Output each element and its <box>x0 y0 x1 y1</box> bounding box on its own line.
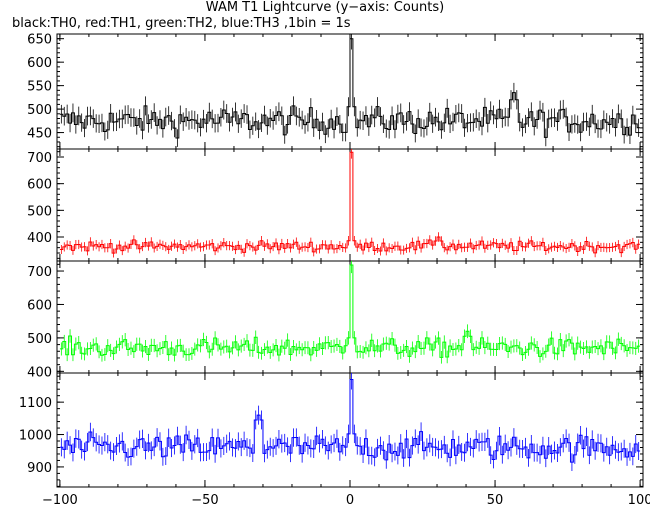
y-tick-label: 450 <box>27 127 52 142</box>
y-tick-label: 900 <box>27 461 52 476</box>
lightcurve-th0 <box>59 38 641 139</box>
x-tick-label: −50 <box>191 493 218 505</box>
y-tick-label: 400 <box>27 365 52 380</box>
x-tick-label: 100 <box>628 493 650 505</box>
y-tick-label: 500 <box>27 103 52 118</box>
y-tick-label: 1000 <box>19 429 52 444</box>
lightcurve-th3 <box>59 378 641 463</box>
x-tick-label: 0 <box>346 493 354 505</box>
lightcurve-th1 <box>59 151 641 254</box>
y-tick-label: 400 <box>27 231 52 246</box>
lightcurve-th2 <box>59 264 641 358</box>
chart-title: WAM T1 Lightcurve (y−axis: Counts) <box>205 0 445 15</box>
y-tick-label: 700 <box>27 265 52 280</box>
chart-subtitle: black:TH0, red:TH1, green:TH2, blue:TH3 … <box>12 16 351 31</box>
x-tick-label: 50 <box>487 493 504 505</box>
y-tick-label: 600 <box>27 178 52 193</box>
x-tick-label: −100 <box>42 493 78 505</box>
y-tick-label: 550 <box>27 80 52 95</box>
y-tick-label: 600 <box>27 56 52 71</box>
y-tick-label: 500 <box>27 204 52 219</box>
y-tick-label: 650 <box>27 33 52 48</box>
y-tick-label: 700 <box>27 151 52 166</box>
y-tick-label: 500 <box>27 332 52 347</box>
y-tick-label: 1100 <box>19 396 52 411</box>
y-tick-label: 600 <box>27 298 52 313</box>
